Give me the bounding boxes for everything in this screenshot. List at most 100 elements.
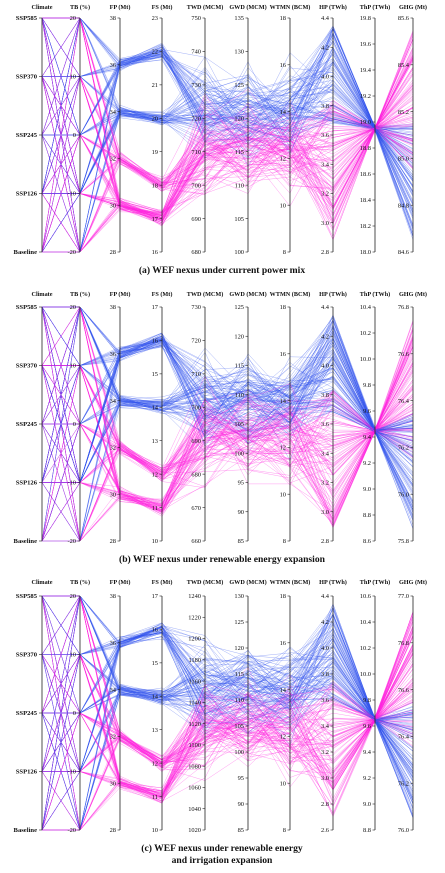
series-line-ssp126 [42,74,414,194]
tick-label: 690 [191,438,201,445]
series-line-baseline [41,364,414,542]
series-line-ssp370 [41,53,414,160]
series-line-baseline [41,406,414,542]
series-line-baseline [41,34,414,253]
tick-label: 10.4 [360,619,372,626]
tick-label: 9.2 [363,460,371,467]
series-line-ssp370 [41,654,414,784]
tick-label: 20 [70,593,76,600]
series-line-ssp245 [41,653,414,788]
series-line-ssp585 [41,306,414,542]
series-line-ssp370 [41,351,414,484]
series-line-ssp126 [41,650,414,817]
series-line-baseline [41,595,414,831]
series-line-ssp370 [41,595,414,719]
axis-title: TB (%) [70,291,90,298]
tick-label: 18 [280,593,286,600]
series-line-ssp245 [41,306,414,432]
series-line-ssp370 [41,612,414,804]
series-line-ssp126 [41,653,414,799]
series-line-ssp370 [41,365,414,469]
tick-label: 90 [238,509,244,516]
series-line-ssp585 [41,595,414,772]
series-line-ssp585 [41,595,414,722]
series-line-ssp245 [41,116,414,253]
tick-label: 11 [152,794,158,801]
series-line-ssp370 [41,17,414,195]
series-line-ssp370 [42,36,414,142]
series-line-ssp245 [42,669,414,772]
series-line-baseline [41,321,414,542]
series-line-ssp585 [41,595,414,793]
series-line-ssp585 [41,595,414,831]
tick-label: 15 [152,660,158,667]
series-line-baseline [41,345,414,542]
series-line-ssp585 [41,17,414,186]
series-line-ssp585 [41,595,414,831]
panel-3: Climate SSP585 SSP370 SSP245 SSP126 Baseline T… [14,579,427,866]
series-line-ssp585 [41,306,414,506]
tick-label: 17 [152,593,159,600]
axis-9: ThP (TWh) 10.6 10.4 10.2 10.0 9.8 9.6 9.4 9.2 9.0… [360,579,390,834]
series-line-ssp585 [41,595,414,769]
series-line-ssp245 [41,653,414,797]
series-line-baseline [42,632,414,831]
series-line-ssp126 [42,111,414,226]
series-line-ssp245 [42,712,414,768]
tick-label: 12 [280,156,286,163]
tick-label: 10 [70,652,76,659]
tick-label: -20 [67,249,76,256]
series-line-ssp585 [42,595,414,778]
series-line-ssp245 [41,50,414,218]
series-line-baseline [42,59,414,253]
tick-label: 3.0 [321,509,329,516]
series-line-baseline [42,92,414,253]
series-line-ssp370 [41,28,414,187]
series-line-ssp585 [42,17,414,189]
series-line-ssp126 [41,630,414,772]
series-line-ssp370 [41,46,414,195]
tick-label: 10 [280,491,286,498]
tick-label: 10.0 [360,356,371,363]
series-line-ssp126 [41,118,414,194]
tick-label: 85.2 [398,109,409,116]
series-line-ssp370 [41,46,414,214]
series-line-baseline [41,614,414,831]
axis-title: GWD (MCM) [229,291,266,298]
series-line-ssp245 [41,609,414,779]
category-label: SSP370 [16,363,38,370]
series-line-ssp126 [41,54,414,197]
series-line-ssp126 [42,677,414,790]
series-line-ssp370 [42,625,414,752]
series-line-ssp126 [42,71,414,217]
series-line-ssp370 [41,654,414,787]
series-line-ssp370 [41,365,414,491]
series-line-ssp126 [41,75,414,219]
tick-label: 3.0 [321,220,329,227]
axis-title: ThP (TWh) [360,579,390,586]
series-line-ssp585 [41,306,414,489]
series-line-ssp370 [41,76,414,215]
series-line-baseline [42,114,414,253]
tick-label: 720 [191,115,201,122]
series-line-baseline [42,128,414,253]
series-line-ssp126 [41,60,414,194]
polylines [41,17,414,253]
series-line-ssp585 [41,306,414,520]
series-line-baseline [41,338,414,542]
series-line-ssp126 [42,56,414,194]
series-line-ssp245 [41,358,414,497]
series-line-ssp245 [41,83,414,253]
series-line-baseline [41,653,414,831]
series-line-ssp585 [42,17,414,217]
tick-label: 18 [152,182,158,189]
series-line-ssp370 [42,66,414,213]
series-line-ssp245 [41,653,414,786]
series-line-ssp585 [41,17,414,195]
tick-label: 9.6 [363,408,371,415]
tick-label: 12 [280,445,286,452]
series-line-ssp126 [42,331,414,483]
tick-label: 9.4 [363,434,372,441]
axis-4: FS (Mt) 17 16 15 14 13 12 11 10 [152,291,173,545]
